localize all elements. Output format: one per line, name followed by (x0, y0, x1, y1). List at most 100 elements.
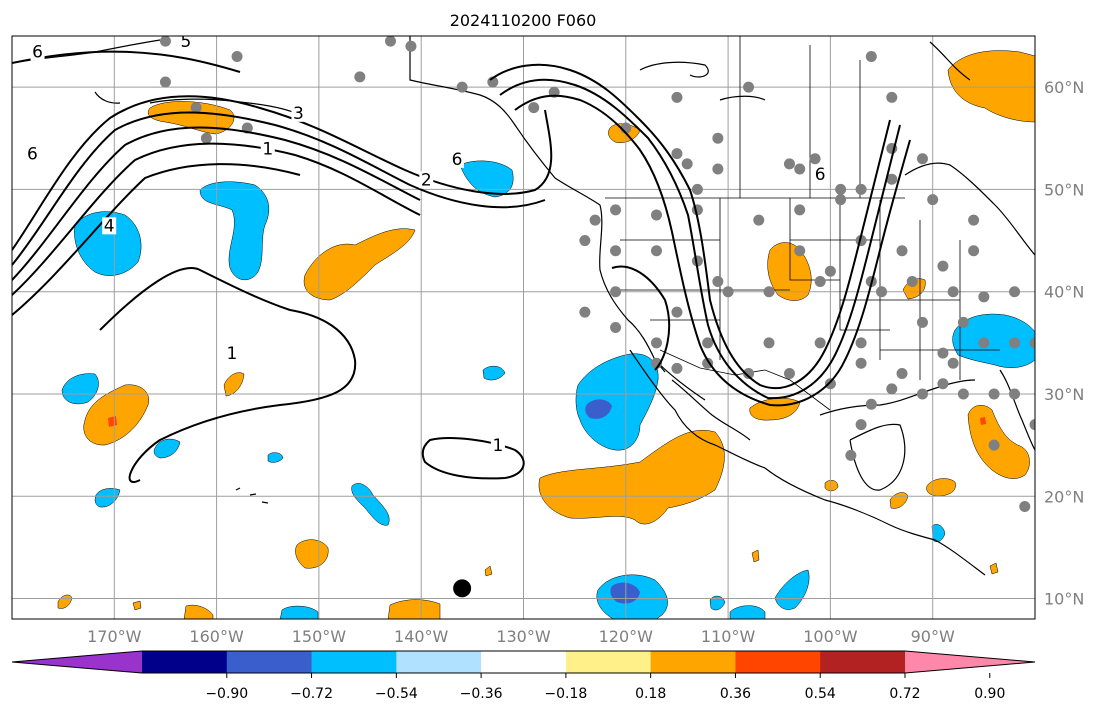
station-dot (896, 245, 908, 257)
lat-tick-label: 20°N (1044, 487, 1084, 506)
station-dot (190, 102, 202, 114)
lon-tick-label: 100°W (803, 627, 858, 646)
colorbar-segment (226, 651, 313, 673)
station-dot (650, 209, 662, 221)
colorbar-tick-label: −0.18 (544, 686, 587, 702)
station-dot (968, 214, 980, 226)
station-dot (456, 81, 468, 93)
station-dot (579, 306, 591, 318)
contour-label-bg (102, 217, 117, 235)
station-dot (671, 91, 683, 103)
colorbar-tick-label: −0.72 (290, 686, 333, 702)
colorbar-outline (11, 650, 1036, 674)
colorbar-segment (396, 651, 482, 673)
colorbar-segment (820, 651, 906, 673)
colorbar-segment (481, 651, 567, 673)
station-dot (671, 148, 683, 160)
station-dot (824, 378, 836, 390)
station-dot (354, 71, 366, 83)
lat-tick-label: 30°N (1044, 385, 1084, 404)
colorbar-segment (311, 651, 397, 673)
lon-tick-label: 140°W (394, 627, 449, 646)
station-dot (671, 306, 683, 318)
station-dot (1091, 276, 1102, 287)
station-dot (968, 245, 980, 257)
station-dot (610, 286, 622, 298)
station-dot (159, 76, 171, 88)
station-dot (855, 337, 867, 349)
colorbar-tick-label: 0.72 (889, 686, 920, 702)
contour-label-bg (291, 104, 306, 122)
station-dot (1070, 266, 1081, 277)
contour-label: 1 (262, 140, 273, 160)
station-dot (906, 275, 918, 287)
graticule (12, 36, 1035, 619)
colorbar-extend-high (905, 651, 1035, 673)
station-dot (886, 383, 898, 395)
contour-label: 6 (815, 165, 826, 185)
station-dot (937, 260, 949, 272)
contour-label: 6 (32, 42, 43, 62)
station-dot (650, 245, 662, 257)
colorbar-tick-label: 0.18 (635, 686, 666, 702)
contour-label: 6 (27, 145, 38, 165)
negative-anomaly-fills (61, 160, 1035, 619)
lon-tick-label: 110°W (701, 627, 756, 646)
colorbar-tick-label: −0.90 (205, 686, 248, 702)
station-dot (835, 183, 847, 195)
station-dot (916, 153, 928, 165)
station-dot (947, 286, 959, 298)
station-dot (794, 163, 806, 175)
station-dot (681, 158, 693, 170)
colorbar-tick-label: 0.90 (974, 686, 1005, 702)
colorbar-tick-label: −0.54 (375, 686, 418, 702)
station-dot (978, 337, 990, 349)
colorbar-segment (142, 651, 228, 673)
map-frame (11, 35, 1036, 620)
contour-label-bg (30, 43, 45, 61)
contour-label-bg (419, 171, 434, 189)
colorbar-segment (735, 651, 821, 673)
station-dot (876, 286, 888, 298)
colorbar-segment (650, 651, 736, 673)
station-dot (1019, 500, 1031, 512)
station-dot (743, 81, 755, 93)
station-dot (937, 347, 949, 359)
station-dot (783, 368, 795, 380)
station-dot (809, 153, 821, 165)
station-dot (814, 337, 826, 349)
station-dot (814, 275, 826, 287)
contour-label-bg (260, 140, 275, 158)
station-dot (1009, 337, 1021, 349)
lat-tick-label: 60°N (1044, 78, 1084, 97)
station-dot (886, 91, 898, 103)
station-dot (743, 368, 755, 380)
contour-label: 4 (104, 216, 115, 236)
station-dot (610, 245, 622, 257)
station-dot (824, 265, 836, 277)
colorbar-extend-low (12, 651, 142, 673)
colorbar-segment (565, 651, 652, 673)
contour-label-bg (490, 437, 505, 455)
station-dot (783, 158, 795, 170)
lat-tick-label: 10°N (1044, 590, 1084, 609)
contour-label: 1 (493, 436, 504, 456)
contour-label: 6 (452, 150, 463, 170)
contour-label: 1 (227, 344, 238, 364)
station-dot (865, 398, 877, 410)
station-dot (916, 316, 928, 328)
contour-label-bg (178, 36, 193, 51)
station-dot (937, 378, 949, 390)
station-dot (1050, 307, 1061, 318)
colorbar-tick-label: 0.36 (720, 686, 751, 702)
contour-label: 2 (421, 170, 432, 190)
contour-label-bg (813, 166, 828, 184)
station-dot (610, 322, 622, 333)
station-dot (671, 362, 683, 374)
station-dot (691, 255, 703, 267)
station-dot (916, 388, 928, 400)
station-dot (610, 204, 622, 216)
